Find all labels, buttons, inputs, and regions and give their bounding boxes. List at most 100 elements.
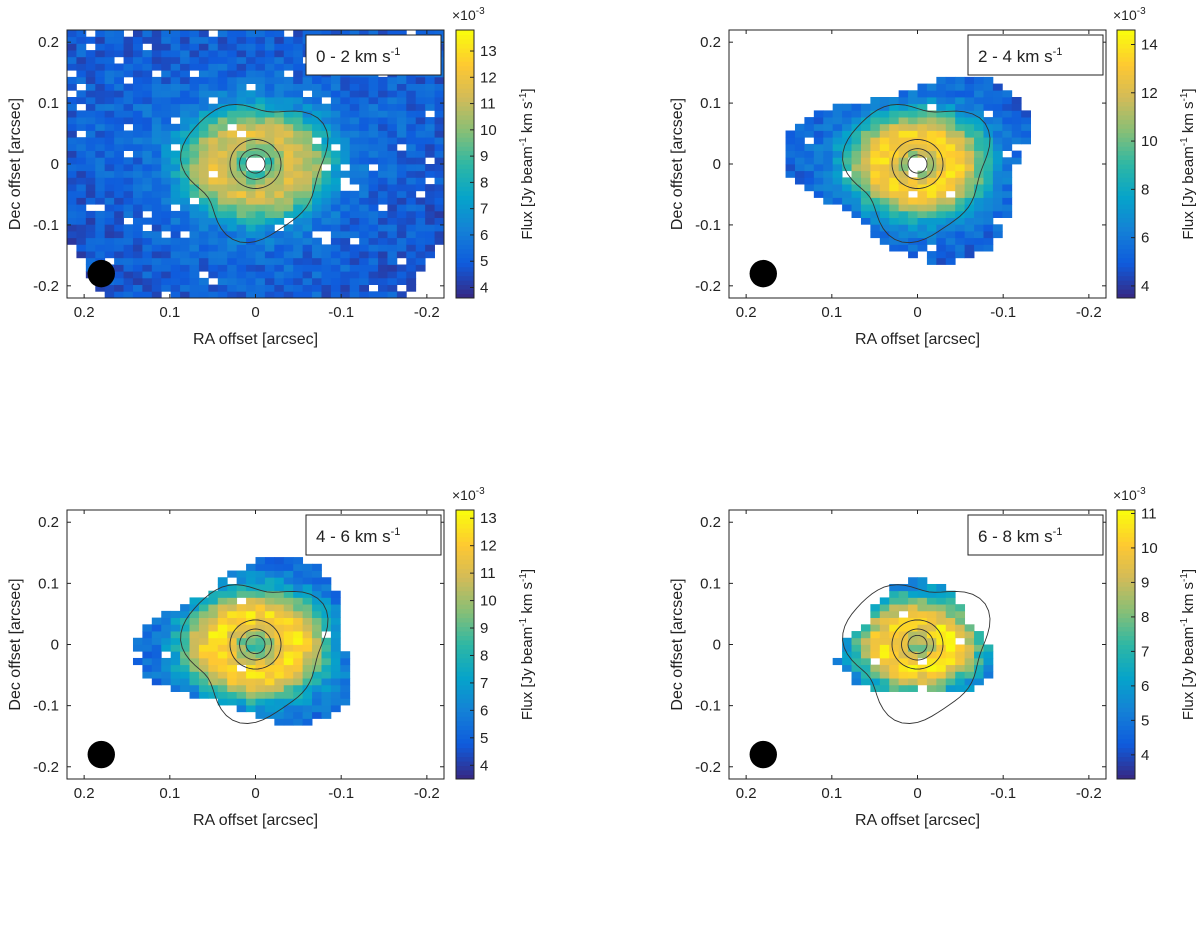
colorbar-segment [456,586,474,592]
heatmap-cell [926,157,937,165]
heatmap-cell [236,291,247,299]
heatmap-cell [321,577,332,585]
heatmap-cell [415,177,426,185]
heatmap-cell [227,76,238,84]
heatmap-cell [359,157,370,165]
heatmap-cell [879,204,890,212]
heatmap-cell [936,164,947,172]
colorbar-segment [1117,653,1135,659]
heatmap-cell [76,76,87,84]
colorbar-segment [456,613,474,619]
heatmap-cell [387,210,398,218]
heatmap-cell [283,63,294,71]
heatmap-cell [302,123,313,131]
colorbar-tick-label: 11 [480,96,496,113]
heatmap-cell [1002,204,1013,212]
heatmap-cell [879,610,890,619]
heatmap-cell [208,664,219,672]
heatmap-cell [208,224,219,232]
heatmap-cell [274,117,285,125]
heatmap-cell [983,664,994,672]
heatmap-cell [132,210,143,218]
colorbar-segment [456,626,474,632]
heatmap-cell [198,83,209,91]
heatmap-cell [983,190,994,198]
colorbar-segment [456,604,474,610]
heatmap-cell [236,217,247,225]
heatmap-cell [227,217,238,225]
heatmap-cell [936,204,947,212]
heatmap-cell [349,123,360,131]
heatmap-cell [246,604,256,612]
heatmap-cell [434,224,445,232]
heatmap-cell [879,644,890,652]
heatmap-cell [85,210,96,218]
heatmap-cell [227,70,238,78]
heatmap-cell [293,110,304,118]
heatmap-cell [964,83,975,91]
heatmap-cell [189,264,200,272]
heatmap-cell [132,291,143,299]
velocity-label-exponent: -1 [1053,46,1063,58]
heatmap-cell [227,137,238,145]
heatmap-cell [870,150,881,158]
heatmap-cell [264,711,275,719]
heatmap-cell [236,90,247,98]
colorbar-segment [456,280,474,286]
colorbar-segment [1117,613,1135,619]
heatmap-cell [832,197,843,205]
colorbar-tick-label: 9 [480,620,488,637]
heatmap-cell [95,130,106,138]
heatmap-cell [425,76,435,84]
heatmap-cell [246,36,256,44]
heatmap-cell [415,117,426,125]
heatmap-cell [936,257,947,265]
heatmap-cell [387,291,398,299]
heatmap-cell [293,277,304,285]
heatmap-cell [917,637,928,645]
heatmap-cell [330,684,341,692]
heatmap-cell [340,150,351,158]
heatmap-cell [917,83,928,91]
heatmap-cell [274,90,285,98]
heatmap-cell [142,184,153,192]
panel-2: 0.2 0.1 0 -0.1 -0.20.20.10-0.1-0.2RA offset … [669,6,1197,348]
heatmap-cell [283,590,294,598]
heatmap-cell [274,291,285,299]
heatmap-cell [1002,190,1013,198]
heatmap-cell [387,90,398,98]
heatmap-cell [255,103,266,111]
y-tick-label: 0.1 [38,575,59,592]
heatmap-cell [955,164,966,172]
heatmap-cell [67,150,77,158]
heatmap-cell [898,224,909,232]
heatmap-cell [293,90,304,98]
heatmap-cell [227,231,238,239]
heatmap-cell [264,624,275,632]
heatmap-cell [832,130,843,138]
heatmap-cell [142,664,153,672]
heatmap-cell [302,577,313,585]
heatmap-cell [236,277,247,285]
heatmap-cell [312,644,322,652]
heatmap-cell [898,170,909,178]
heatmap-cell [964,170,975,178]
heatmap-cell [123,277,134,285]
heatmap-cell [264,157,275,165]
heatmap-cell [879,103,890,111]
heatmap-cell [368,217,379,225]
heatmap-cell [992,90,1003,98]
heatmap-cell [180,657,190,666]
heatmap-cell [67,190,77,198]
heatmap-cell [415,130,426,138]
heatmap-cell [208,43,219,51]
heatmap-cell [945,604,956,612]
heatmap-cell [302,291,313,299]
heatmap-cell [236,257,247,265]
heatmap-cell [293,711,304,719]
heatmap-cell [425,184,435,192]
heatmap-cell [330,217,341,225]
heatmap-cell [340,117,351,125]
heatmap-cell [180,103,190,111]
colorbar-segment [456,159,474,165]
